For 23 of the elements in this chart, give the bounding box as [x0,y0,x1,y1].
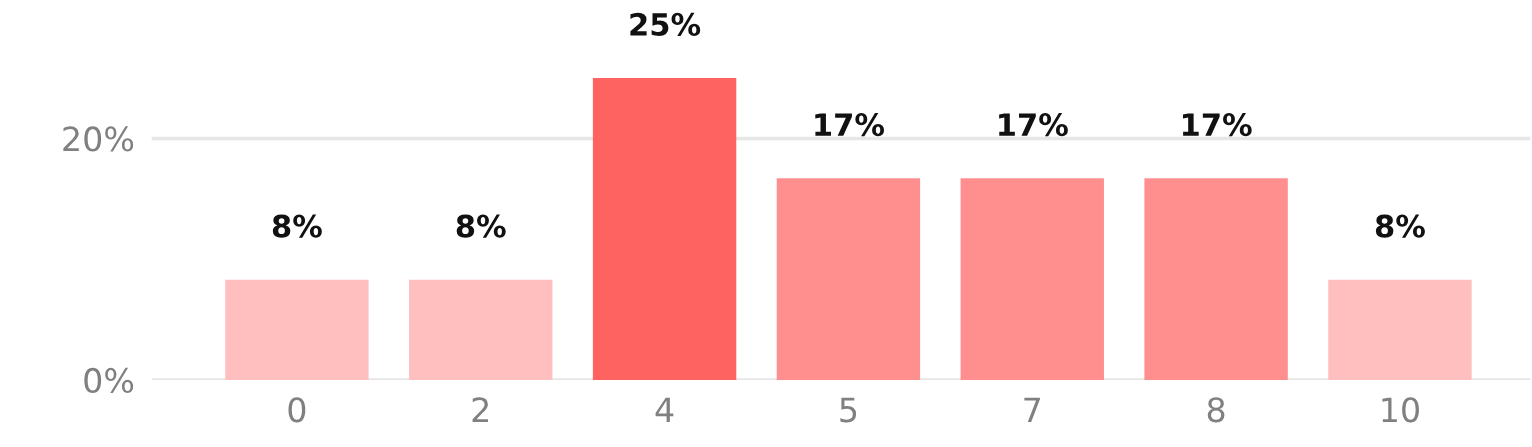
bar [225,279,369,380]
x-tick-label: 4 [655,397,674,422]
bar [592,78,737,380]
x-tick-label: 0 [288,397,306,423]
x-tick-label: 7 [1024,397,1041,422]
data-label: 17% [999,113,1068,137]
data-label: 8% [456,214,506,238]
x-tick-label: 2 [472,397,489,422]
y-tick-label: 0% [84,367,134,394]
bar [776,178,921,380]
data-label: 25% [630,12,701,36]
data-label: 17% [1182,113,1252,137]
x-tick-label: 5 [840,397,857,423]
bar [960,178,1104,380]
data-label: 8% [272,214,322,238]
data-label: 17% [815,113,885,137]
bar [1328,279,1472,380]
bar [409,279,553,380]
y-tick-label: 20% [63,126,134,152]
bar [1144,178,1288,380]
x-tick-label: 10 [1382,397,1419,423]
data-label: 8% [1375,214,1425,238]
x-tick-label: 8 [1207,397,1225,423]
